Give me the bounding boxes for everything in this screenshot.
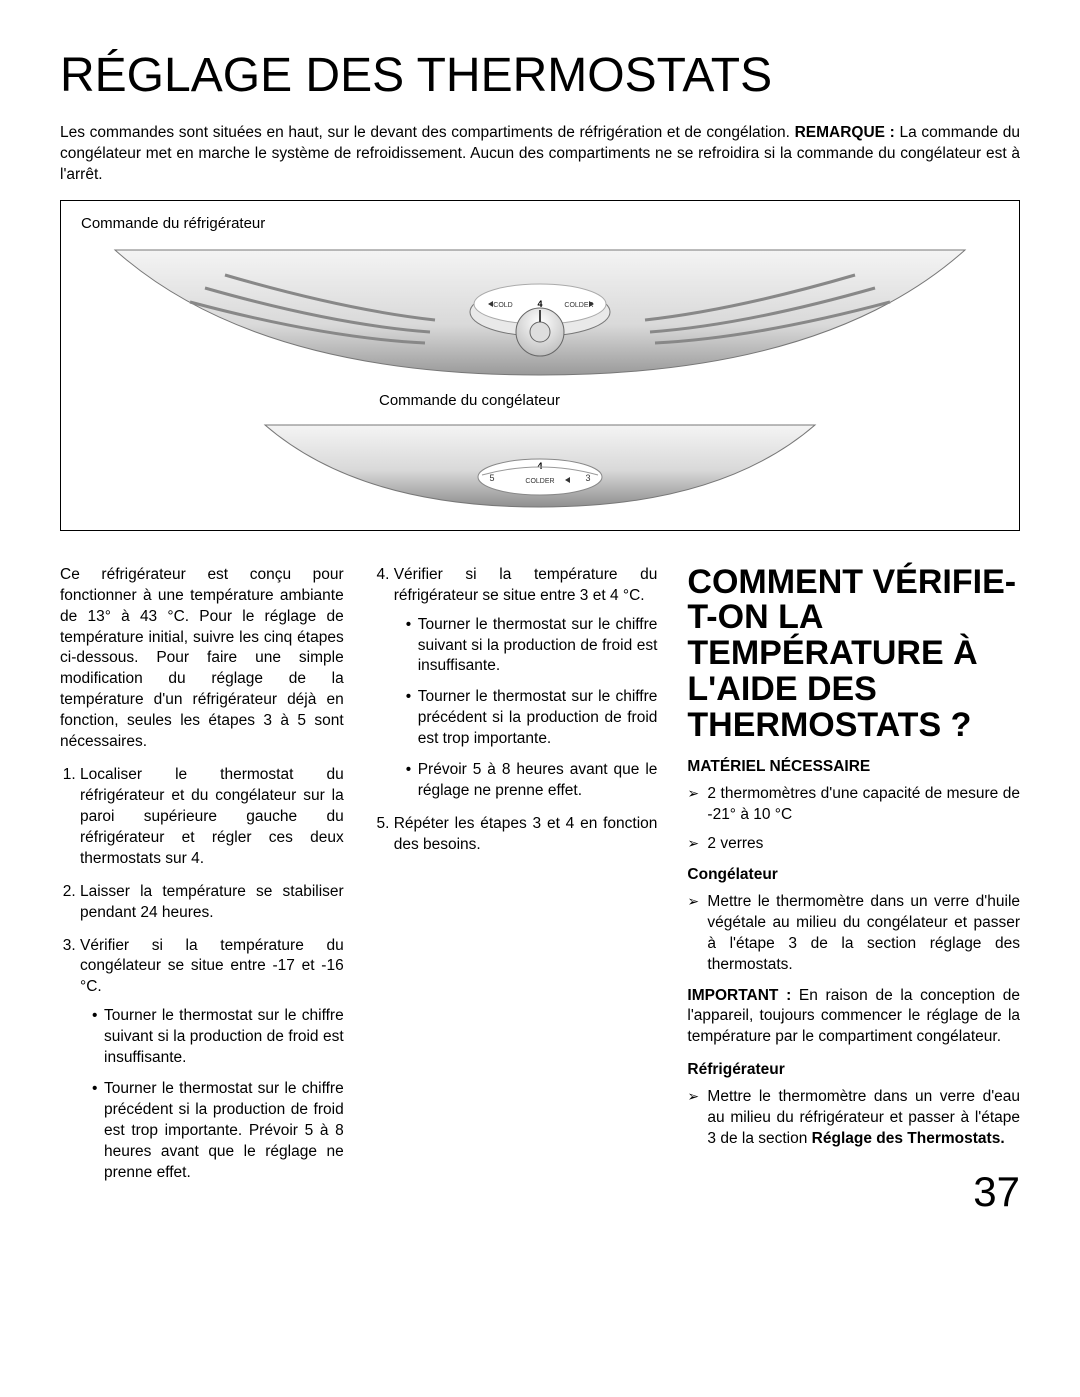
intro-paragraph: Les commandes sont situées en haut, sur …	[60, 123, 1020, 186]
refrigerator-dial-svg: COLD 4 COLDER	[105, 240, 975, 380]
step-2: Laisser la température se stabiliser pen…	[80, 882, 344, 924]
verify-subhead: Comment vérifie-t-on la température à l'…	[687, 565, 1020, 743]
steps-1-3: Localiser le thermostat du réfrigérateur…	[60, 765, 344, 1184]
figure-label-bottom: Commande du congélateur	[379, 392, 1001, 409]
step-3-b1: Tourner le thermostat sur le chiffre sui…	[92, 1006, 344, 1069]
freezer-label: Congélateur	[687, 865, 1020, 886]
step-4-text: Vérifier si la température du réfrigérat…	[394, 566, 658, 604]
freezer-dial-svg: 5 4 COLDER 3	[260, 417, 820, 512]
materials-list: 2 thermomètres d'une capacité de mesure …	[687, 784, 1020, 855]
step-3: Vérifier si la température du congélateu…	[80, 936, 344, 1184]
left-intro: Ce réfrigérateur est conçu pour fonction…	[60, 565, 344, 753]
freezer-dial-illustration: 5 4 COLDER 3	[79, 417, 1001, 512]
material-2: 2 verres	[687, 834, 1020, 855]
column-right: Comment vérifie-t-on la température à l'…	[687, 565, 1020, 1196]
column-middle: Vérifier si la température du réfrigérat…	[374, 565, 658, 1196]
step-1: Localiser le thermostat du réfrigérateur…	[80, 765, 344, 870]
figure-label-top: Commande du réfrigérateur	[81, 215, 1001, 232]
page: Réglage des thermostats Les commandes so…	[0, 0, 1080, 1256]
dial-label-cold: COLD	[493, 302, 512, 309]
material-1: 2 thermomètres d'une capacité de mesure …	[687, 784, 1020, 826]
page-number: 37	[973, 1168, 1020, 1216]
dial-label-4: 4	[537, 299, 542, 309]
intro-bold: REMARQUE :	[795, 124, 895, 141]
freezer-dial-4: 4	[537, 461, 542, 471]
freezer-list: Mettre le thermomètre dans un verre d'hu…	[687, 892, 1020, 976]
step-4: Vérifier si la température du réfrigérat…	[394, 565, 658, 802]
intro-before: Les commandes sont situées en haut, sur …	[60, 124, 795, 141]
refrigerator-dial-illustration: COLD 4 COLDER	[79, 240, 1001, 380]
important-note: IMPORTANT : En raison de la conception d…	[687, 986, 1020, 1049]
column-left: Ce réfrigérateur est conçu pour fonction…	[60, 565, 344, 1196]
body-columns: Ce réfrigérateur est conçu pour fonction…	[60, 565, 1020, 1196]
step-5: Répéter les étapes 3 et 4 en fonction de…	[394, 814, 658, 856]
fridge-item-bold: Réglage des Thermostats.	[812, 1130, 1005, 1147]
step-3-bullets: Tourner le thermostat sur le chiffre sui…	[80, 1006, 344, 1183]
important-bold: IMPORTANT :	[687, 987, 791, 1004]
fridge-label: Réfrigérateur	[687, 1060, 1020, 1081]
page-title: Réglage des thermostats	[60, 48, 1020, 103]
freezer-dial-3: 3	[585, 473, 590, 483]
freezer-dial-5: 5	[489, 473, 494, 483]
step-4-b2: Tourner le thermostat sur le chiffre pré…	[406, 687, 658, 750]
figure-box: Commande du réfrigérateur	[60, 200, 1020, 531]
freezer-dial-colder: COLDER	[525, 478, 554, 485]
fridge-item: Mettre le thermomètre dans un verre d'ea…	[687, 1087, 1020, 1150]
fridge-list: Mettre le thermomètre dans un verre d'ea…	[687, 1087, 1020, 1150]
materials-label: MATÉRIEL NÉCESSAIRE	[687, 757, 1020, 778]
step-4-b1: Tourner le thermostat sur le chiffre sui…	[406, 615, 658, 678]
freezer-item: Mettre le thermomètre dans un verre d'hu…	[687, 892, 1020, 976]
steps-4-5: Vérifier si la température du réfrigérat…	[374, 565, 658, 856]
step-3-b2: Tourner le thermostat sur le chiffre pré…	[92, 1079, 344, 1184]
step-4-b3: Prévoir 5 à 8 heures avant que le réglag…	[406, 760, 658, 802]
step-4-bullets: Tourner le thermostat sur le chiffre sui…	[394, 615, 658, 802]
step-3-text: Vérifier si la température du congélateu…	[80, 937, 344, 996]
